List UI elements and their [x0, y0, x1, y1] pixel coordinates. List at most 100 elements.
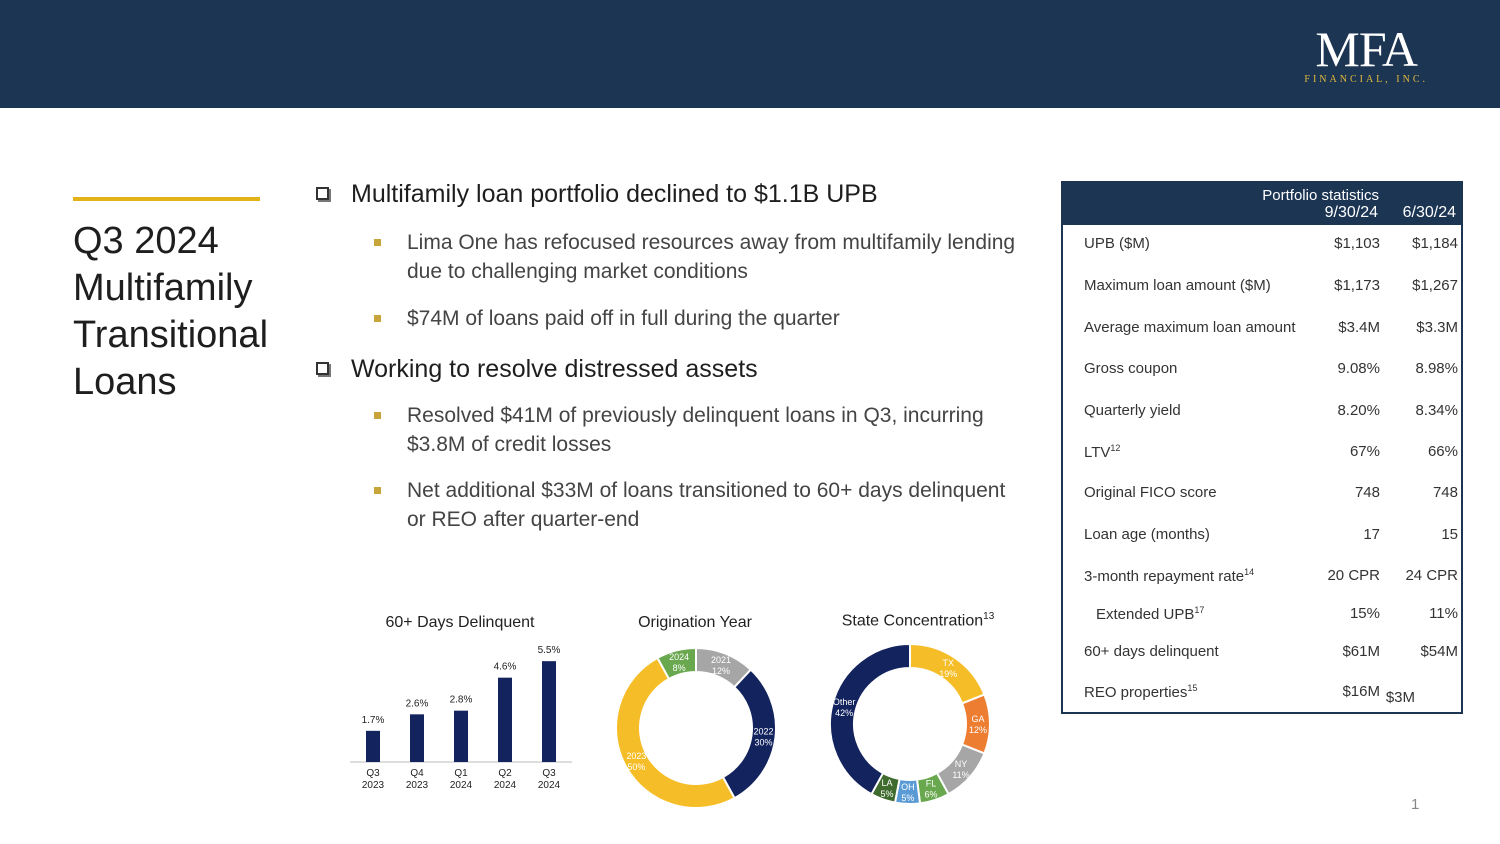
table-row: UPB ($M) $1,103 $1,184 — [1063, 233, 1461, 257]
stats-header: Portfolio statistics 9/30/24 6/30/24 — [1063, 183, 1461, 225]
table-row: Original FICO score 748 748 — [1063, 482, 1461, 506]
slice-value-label: 50% — [627, 762, 645, 772]
x-tick-label: Q4 — [410, 768, 424, 779]
table-row: Gross coupon 9.08% 8.98% — [1063, 358, 1461, 382]
cell-value: $1,267 — [1412, 277, 1458, 294]
square-bullet-icon — [374, 315, 381, 322]
bullet-text: Working to resolve distressed assets — [351, 355, 758, 383]
bullet-text: $74M of loans paid off in full during th… — [407, 307, 840, 330]
table-row: Quarterly yield 8.20% 8.34% — [1063, 400, 1461, 424]
table-row: Average maximum loan amount $3.4M $3.3M — [1063, 317, 1461, 341]
cell-value: $1,173 — [1334, 277, 1380, 294]
bar-data-label: 1.7% — [362, 715, 385, 726]
square-bullet-icon — [374, 412, 381, 419]
delinquent-chart-title: 60+ Days Delinquent — [385, 614, 535, 631]
slice-name-label: OH — [901, 782, 915, 792]
cell-value: 67% — [1349, 443, 1380, 460]
x-tick-label: 2023 — [406, 780, 429, 791]
table-row: REO properties15 $16M $3M — [1063, 681, 1461, 706]
bar — [410, 714, 424, 762]
bar-data-label: 2.8% — [450, 695, 473, 706]
slice-name-label: GA — [971, 714, 984, 724]
table-row: Maximum loan amount ($M) $1,173 $1,267 — [1063, 275, 1461, 299]
cell-value: $1,103 — [1334, 235, 1380, 252]
title-line: Q3 2024 — [73, 220, 219, 262]
bullet-secondary: Lima One has refocused resources away fr… — [316, 228, 1016, 286]
square-bullet-icon — [374, 487, 381, 494]
slice-value-label: 12% — [969, 725, 987, 735]
cell-value: 748 — [1354, 484, 1380, 501]
cell-value: $1,184 — [1412, 235, 1458, 252]
bar-data-label: 2.6% — [406, 698, 429, 709]
slice-value-label: 19% — [939, 669, 957, 679]
state-chart-title: State Concentration13 — [841, 611, 995, 630]
cell-value: $61M — [1342, 643, 1380, 660]
donut-slice — [829, 642, 911, 796]
cell-value: 8.20% — [1337, 402, 1380, 419]
row-label: Quarterly yield — [1084, 402, 1181, 419]
title-line: Loans — [73, 361, 177, 403]
row-label: LTV12 — [1084, 443, 1121, 461]
cell-value: 8.34% — [1415, 402, 1458, 419]
x-tick-label: Q2 — [498, 768, 512, 779]
cell-value: 11% — [1429, 605, 1458, 622]
slice-value-label: 6% — [925, 790, 938, 800]
cell-value: $3.3M — [1416, 319, 1458, 336]
x-tick-label: 2024 — [494, 780, 517, 791]
slice-name-label: 2021 — [711, 655, 731, 665]
cell-value: 15% — [1349, 605, 1380, 622]
bullet-text: Multifamily loan portfolio declined to $… — [351, 180, 878, 208]
delinquent-bar-chart: 1.7%Q320232.6%Q420232.8%Q120244.6%Q22024… — [350, 645, 572, 791]
slice-name-label: 2022 — [753, 727, 773, 737]
slice-value-label: 11% — [952, 770, 969, 780]
x-tick-label: Q3 — [366, 768, 380, 779]
row-label: UPB ($M) — [1084, 235, 1150, 252]
title-accent-line — [73, 197, 260, 201]
bullet-primary: Working to resolve distressed assets — [316, 351, 1016, 387]
cell-value: 9.08% — [1337, 360, 1380, 377]
cell-value: 17 — [1363, 526, 1380, 543]
row-label: Loan age (months) — [1084, 526, 1210, 543]
bullet-text: Lima One has refocused resources away fr… — [407, 231, 1016, 283]
bullet-secondary: Net additional $33M of loans transitione… — [316, 476, 1016, 534]
cell-value: 66% — [1427, 443, 1458, 460]
checkbox-bullet-icon — [316, 362, 329, 375]
bar-data-label: 5.5% — [538, 645, 561, 656]
cell-value: 748 — [1432, 484, 1458, 501]
x-tick-label: Q1 — [454, 768, 468, 779]
table-row: LTV12 67% 66% — [1063, 441, 1461, 465]
cell-value: 24 CPR — [1405, 567, 1458, 584]
slice-value-label: 12% — [712, 666, 730, 676]
bar — [366, 730, 380, 762]
table-row: 60+ days delinquent $61M $54M — [1063, 641, 1461, 665]
cell-value: $16M — [1342, 683, 1380, 700]
square-bullet-icon — [374, 239, 381, 246]
title-line: Transitional — [73, 314, 269, 356]
donut-slice — [656, 646, 697, 681]
cell-value: 20 CPR — [1327, 567, 1380, 584]
bullet-text: Resolved $41M of previously delinquent l… — [407, 404, 984, 456]
x-tick-label: 2024 — [450, 780, 473, 791]
cell-value: $3M — [1385, 689, 1415, 706]
slice-name-label: FL — [926, 779, 937, 789]
bullet-primary: Multifamily loan portfolio declined to $… — [316, 176, 1016, 212]
bullet-secondary: $74M of loans paid off in full during th… — [316, 304, 1016, 333]
logo-text: MFA — [1315, 21, 1418, 77]
logo-subtext: FINANCIAL, INC. — [1304, 74, 1428, 85]
row-label: Original FICO score — [1084, 484, 1217, 501]
table-row: Extended UPB17 15% 11% — [1063, 603, 1461, 627]
bullet-text: Net additional $33M of loans transitione… — [407, 479, 1006, 531]
donut-slice — [615, 656, 736, 809]
x-tick-label: Q3 — [542, 768, 556, 779]
title-line: Multifamily — [73, 267, 253, 309]
table-row: 3-month repayment rate14 20 CPR 24 CPR — [1063, 565, 1461, 589]
cell-value: $54M — [1420, 643, 1458, 660]
x-tick-label: 2024 — [538, 780, 561, 791]
donut-slice — [960, 693, 991, 755]
slice-name-label: NY — [955, 759, 968, 769]
checkbox-bullet-icon — [316, 187, 329, 200]
row-label: Maximum loan amount ($M) — [1084, 277, 1271, 294]
bullet-secondary: Resolved $41M of previously delinquent l… — [316, 401, 1016, 459]
slice-value-label: 30% — [754, 738, 772, 748]
